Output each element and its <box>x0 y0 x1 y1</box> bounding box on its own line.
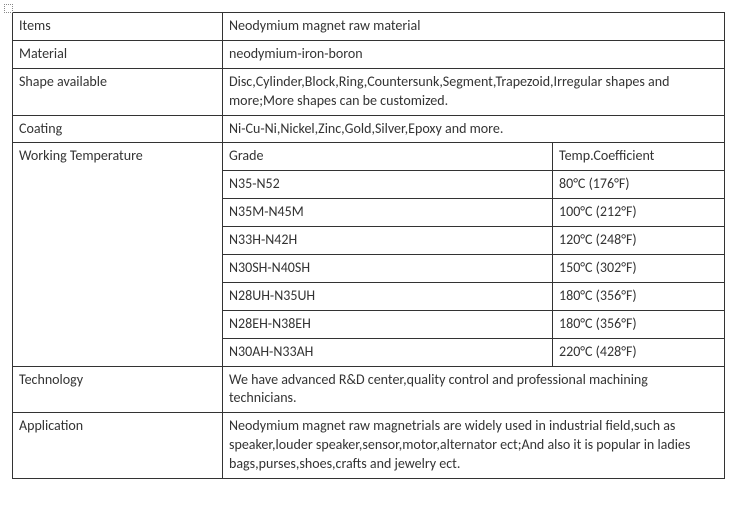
cell-grade-5: N28EH-N38EH <box>223 310 553 338</box>
cell-temp-6: 220°C (428°F) <box>553 338 725 366</box>
cell-temp-5: 180°C (356°F) <box>553 310 725 338</box>
cell-temp-4: 180°C (356°F) <box>553 282 725 310</box>
cell-grade-0: N35-N52 <box>223 171 553 199</box>
label-material: Material <box>13 40 223 68</box>
label-coating: Coating <box>13 115 223 143</box>
row-technology: Technology We have advanced R&D center,q… <box>13 366 725 413</box>
value-technology: We have advanced R&D center,quality cont… <box>223 366 725 413</box>
resize-handle-top-left[interactable] <box>4 4 13 13</box>
header-grade: Grade <box>223 143 553 171</box>
value-items: Neodymium magnet raw material <box>223 13 725 41</box>
label-shape: Shape available <box>13 68 223 115</box>
spec-table: Items Neodymium magnet raw material Mate… <box>12 12 725 479</box>
label-technology: Technology <box>13 366 223 413</box>
header-temp: Temp.Coefficient <box>553 143 725 171</box>
label-working-temp: Working Temperature <box>13 143 223 366</box>
cell-temp-1: 100°C (212°F) <box>553 199 725 227</box>
cell-grade-4: N28UH-N35UH <box>223 282 553 310</box>
row-shape: Shape available Disc,Cylinder,Block,Ring… <box>13 68 725 115</box>
label-application: Application <box>13 413 223 479</box>
cell-temp-3: 150°C (302°F) <box>553 255 725 283</box>
row-working-temp-header: Working Temperature Grade Temp.Coefficie… <box>13 143 725 171</box>
value-material: neodymium-iron-boron <box>223 40 725 68</box>
cell-grade-6: N30AH-N33AH <box>223 338 553 366</box>
value-coating: Ni-Cu-Ni,Nickel,Zinc,Gold,Silver,Epoxy a… <box>223 115 725 143</box>
value-shape: Disc,Cylinder,Block,Ring,Countersunk,Seg… <box>223 68 725 115</box>
row-material: Material neodymium-iron-boron <box>13 40 725 68</box>
value-application: Neodymium magnet raw magnetrials are wid… <box>223 413 725 479</box>
row-items: Items Neodymium magnet raw material <box>13 13 725 41</box>
row-coating: Coating Ni-Cu-Ni,Nickel,Zinc,Gold,Silver… <box>13 115 725 143</box>
cell-grade-3: N30SH-N40SH <box>223 255 553 283</box>
label-items: Items <box>13 13 223 41</box>
cell-grade-1: N35M-N45M <box>223 199 553 227</box>
cell-temp-0: 80°C (176°F) <box>553 171 725 199</box>
row-application: Application Neodymium magnet raw magnetr… <box>13 413 725 479</box>
cell-grade-2: N33H-N42H <box>223 227 553 255</box>
cell-temp-2: 120°C (248°F) <box>553 227 725 255</box>
